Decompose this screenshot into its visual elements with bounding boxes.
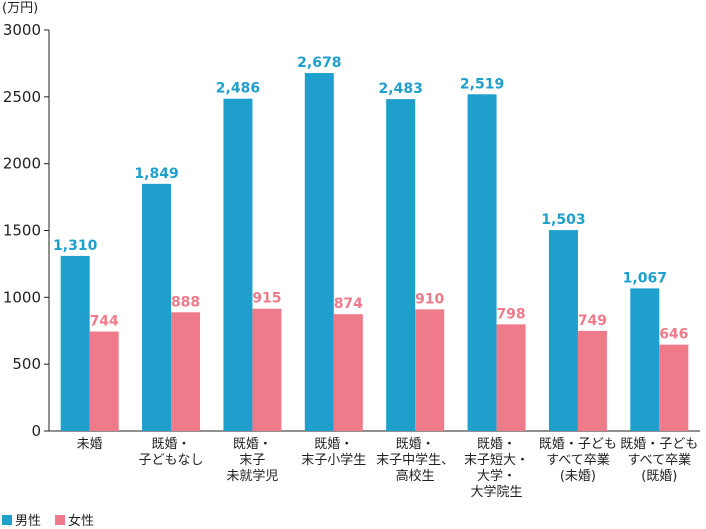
value-label-female: 910 <box>415 291 444 307</box>
unit-label: (万円) <box>2 1 38 16</box>
bar-male <box>60 255 90 431</box>
category-label: 既婚・末子小学生 <box>301 437 366 468</box>
bar-male <box>142 183 172 431</box>
bar-female <box>89 331 119 431</box>
category-label: 既婚・末子未就学児 <box>226 437 278 484</box>
y-tick-label: 500 <box>12 355 41 373</box>
bar-male <box>386 99 416 432</box>
value-label-male: 1,067 <box>623 270 667 286</box>
value-label-female: 749 <box>578 313 607 329</box>
y-tick-label: 2500 <box>3 88 41 106</box>
category-labels: 未婚 既婚・子どもなし既婚・末子未就学児既婚・末子小学生既婚・末子中学生、高校生既… <box>77 437 699 500</box>
bar-female <box>171 312 201 431</box>
y-tick-label: 3000 <box>3 21 41 39</box>
value-label-female: 874 <box>334 296 363 312</box>
y-tick-label: 0 <box>31 422 41 440</box>
bar-male <box>304 73 334 432</box>
bar-male <box>548 230 578 431</box>
category-label: 未婚 <box>77 437 103 452</box>
y-tick-label: 1500 <box>3 222 41 240</box>
value-label-male: 2,483 <box>379 81 423 97</box>
category-label: 既婚・末子中学生、高校生 <box>376 437 454 484</box>
value-label-female: 798 <box>496 306 525 322</box>
category-label: 既婚・子どもすべて卒業(未婚) <box>539 437 617 484</box>
legend-item-female: 女性 <box>55 510 94 529</box>
value-labels: 1,310 744 1,849 888 2,486 915 2,678 874 2,483 910… <box>53 55 688 343</box>
value-label-male: 2,519 <box>460 76 504 92</box>
category-label: 既婚・末子短大・大学・大学院生 <box>464 437 529 500</box>
value-label-male: 1,849 <box>134 166 178 182</box>
value-label-male: 2,486 <box>216 81 260 97</box>
legend-label-male: 男性 <box>15 514 42 529</box>
bar-female <box>659 344 689 431</box>
bar-female <box>252 308 282 431</box>
legend: 男性 女性 <box>2 510 94 529</box>
bar-male <box>467 94 497 431</box>
bar-female <box>577 330 607 431</box>
axes: 0 500 1000 1500 2000 2500 3000 <box>3 21 700 440</box>
value-label-female: 915 <box>252 291 281 307</box>
value-label-female: 744 <box>90 314 119 330</box>
value-label-female: 888 <box>171 294 200 310</box>
y-tick-label: 2000 <box>3 155 41 173</box>
bar-female <box>496 324 526 431</box>
bar-female <box>415 309 445 431</box>
legend-swatch-female <box>55 514 66 525</box>
bar-male <box>223 98 253 432</box>
category-label: 既婚・子どもすべて卒業(既婚) <box>620 437 698 484</box>
value-label-female: 646 <box>659 327 688 343</box>
legend-item-male: 男性 <box>2 510 41 529</box>
legend-label-female: 女性 <box>68 514 95 529</box>
legend-swatch-male <box>2 514 12 525</box>
y-tick-label: 1000 <box>3 288 41 306</box>
category-label: 既婚・子どもなし <box>139 437 204 468</box>
value-label-male: 1,310 <box>53 238 98 254</box>
bar-male <box>630 288 660 431</box>
value-label-male: 2,678 <box>297 55 341 71</box>
bars <box>60 73 689 432</box>
value-label-male: 1,503 <box>541 212 585 228</box>
bar-female <box>333 314 363 431</box>
